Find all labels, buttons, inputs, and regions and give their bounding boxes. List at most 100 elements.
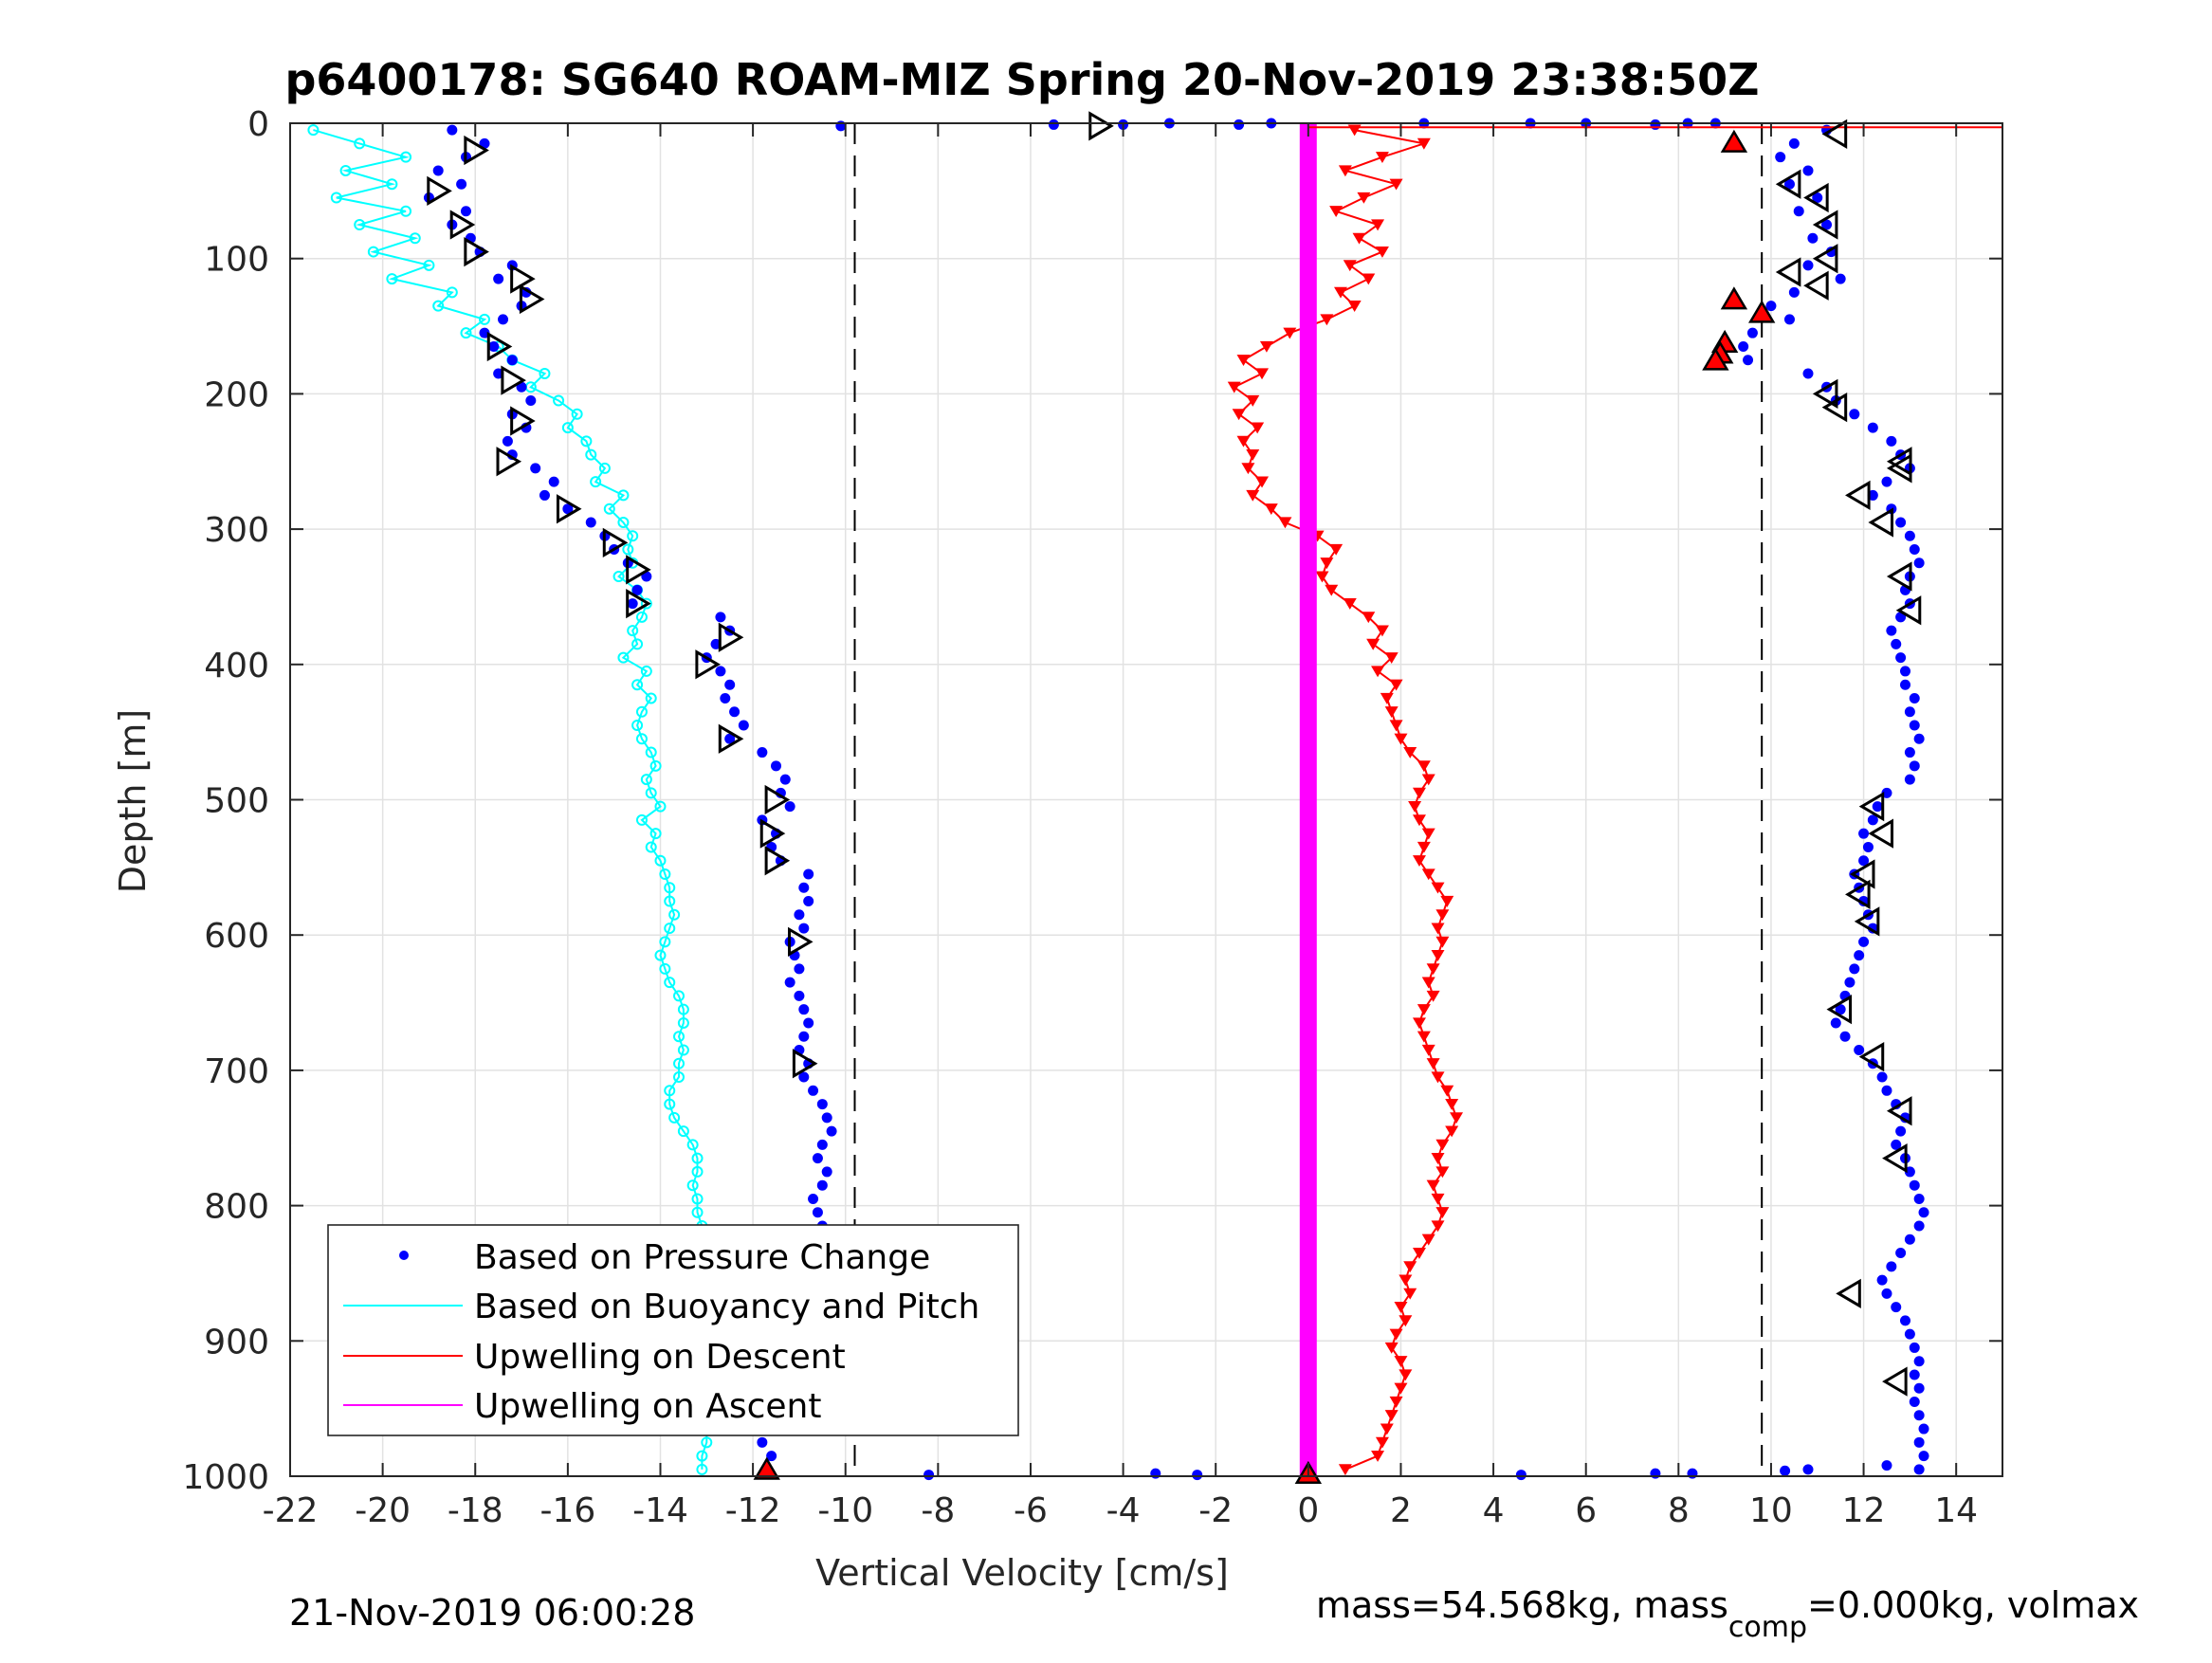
buoyancy_descent-point	[654, 854, 667, 867]
y-axis-label: Depth [m]	[112, 709, 154, 894]
descent_markers-point	[626, 588, 651, 619]
x-tick-label: 2	[1390, 1491, 1412, 1530]
pressure_ascent-point	[1858, 855, 1870, 867]
buoyancy_descent-point	[664, 1085, 676, 1097]
descent_markers-point	[602, 527, 629, 557]
upwelling_descent-point	[1426, 1179, 1440, 1192]
pressure_descent-point	[798, 923, 810, 934]
ascent_markers-point	[1812, 244, 1838, 274]
buoyancy_descent-point	[479, 313, 491, 325]
pressure_descent-point	[812, 1207, 823, 1218]
pressure_descent-point	[803, 896, 814, 907]
pressure_descent-point	[816, 1179, 828, 1191]
buoyancy_descent-point	[571, 408, 583, 420]
buoyancy_descent-point	[386, 273, 398, 285]
red_markers-point	[753, 1456, 780, 1480]
pressure_ascent-point	[1886, 1261, 1897, 1272]
pressure_descent-point	[585, 517, 596, 528]
pressure_ascent-point	[1854, 950, 1865, 961]
pressure_ascent-point	[1854, 1044, 1865, 1055]
upwelling_descent-point	[1435, 936, 1450, 948]
pressure_descent-point	[779, 774, 791, 785]
buoyancy_descent-point	[354, 137, 366, 150]
buoyancy_descent-point	[307, 124, 320, 137]
buoyancy_descent-point	[645, 841, 657, 853]
upwelling_descent-point	[1334, 286, 1348, 299]
buoyancy_descent-point	[691, 1206, 704, 1218]
pressure_surface-point	[1048, 119, 1059, 130]
pressure_ascent-point	[1913, 1464, 1925, 1475]
x-tick-label: -4	[1106, 1491, 1141, 1530]
buoyancy_descent-point	[590, 476, 602, 488]
buoyancy_descent-point	[423, 259, 435, 271]
pressure_ascent-point	[1909, 1342, 1920, 1353]
buoyancy_descent-point	[649, 759, 662, 772]
pressure_surface-point	[1881, 1460, 1892, 1471]
y-tick-label: 1000	[182, 1458, 269, 1497]
pressure_ascent-point	[1895, 517, 1907, 528]
buoyancy_descent-point	[432, 300, 445, 312]
ascent_markers-point	[1868, 507, 1893, 538]
upwelling_descent-point	[1394, 733, 1408, 745]
upwelling_descent-point	[1412, 1017, 1426, 1030]
pressure_descent-point	[456, 178, 467, 190]
upwelling_descent-point	[1394, 1356, 1408, 1368]
descent_markers-point	[626, 555, 651, 585]
upwelling_descent-point	[1431, 1153, 1445, 1164]
buoyancy_descent-point	[668, 1111, 681, 1124]
upwelling_descent-point	[1320, 557, 1334, 570]
y-tick-label: 200	[204, 375, 269, 414]
pressure_ascent-point	[1899, 666, 1910, 677]
x-tick-label: -2	[1198, 1491, 1233, 1530]
upwelling_descent-point	[1403, 746, 1417, 758]
pressure_ascent-point	[1849, 963, 1860, 975]
upwelling_descent-point	[1255, 476, 1270, 488]
upwelling_descent-point	[1389, 178, 1403, 191]
ascent_markers-point	[1845, 879, 1871, 910]
upwelling_descent-point	[1445, 1098, 1459, 1110]
x-tick-label: -12	[725, 1491, 781, 1530]
buoyancy_descent-point	[686, 1139, 699, 1151]
pressure_ascent-point	[1775, 152, 1786, 163]
pressure_ascent-point	[1918, 1207, 1929, 1218]
upwelling_descent-point	[1421, 828, 1435, 840]
pressure_ascent-point	[1913, 557, 1925, 569]
pressure_ascent-point	[1876, 1274, 1888, 1286]
upwelling_descent-point	[1236, 435, 1251, 448]
buoyancy_descent-point	[673, 1071, 686, 1084]
buoyancy_descent-point	[409, 232, 421, 245]
buoyancy_descent-point	[640, 597, 652, 610]
pressure_ascent-point	[1909, 760, 1920, 772]
buoyancy_descent-point	[631, 679, 644, 691]
upwelling_descent-point	[1440, 1085, 1454, 1097]
descent_markers-point	[792, 1049, 818, 1079]
red_markers-point	[1747, 300, 1776, 323]
descent_markers-point	[764, 846, 791, 876]
upwelling_descent-point	[1325, 584, 1339, 596]
x-tick-label: 14	[1934, 1491, 1978, 1530]
pressure_descent-point	[784, 801, 795, 813]
descent_markers-point	[718, 723, 744, 754]
pressure_descent-point	[460, 206, 471, 217]
pressure_ascent-point	[1788, 286, 1800, 298]
ascent_markers-point	[1775, 169, 1801, 199]
buoyancy_descent-point	[659, 936, 671, 948]
pressure_descent-point	[548, 476, 559, 487]
pressure_ascent-point	[1913, 733, 1925, 744]
upwelling_descent-point	[1389, 1328, 1403, 1341]
pressure_ascent-point	[1858, 828, 1870, 839]
buoyancy_descent-point	[622, 543, 634, 556]
pressure_ascent-point	[1835, 273, 1846, 284]
upwelling_descent-point	[1421, 1044, 1435, 1056]
pressure_ascent-point	[1788, 137, 1800, 149]
buoyancy_descent-point	[617, 651, 630, 664]
pressure_ascent-point	[1909, 1397, 1920, 1408]
x-tick-label: -6	[1014, 1491, 1048, 1530]
buoyancy_descent-point	[367, 246, 379, 258]
upwelling_descent-point	[1431, 1220, 1445, 1233]
upwelling_descent-point	[1417, 137, 1431, 150]
descent_markers-point	[1088, 111, 1114, 141]
ascent_markers-point	[1886, 1096, 1912, 1126]
upwelling_descent-point	[1375, 625, 1389, 637]
pressure_ascent-point	[1913, 1382, 1925, 1394]
